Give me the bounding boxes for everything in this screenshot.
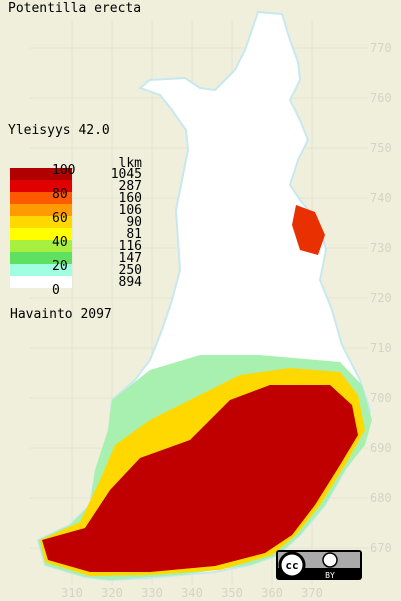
y-label: 690 bbox=[370, 441, 392, 455]
title: Potentilla erecta bbox=[8, 1, 141, 16]
legend-count: 894 bbox=[119, 275, 143, 290]
legend-swatch bbox=[10, 276, 72, 288]
legend-swatch bbox=[10, 228, 72, 240]
legend-scale-label: 60 bbox=[52, 211, 68, 226]
legend-swatch bbox=[10, 264, 72, 276]
legend-swatch bbox=[10, 180, 72, 192]
y-label: 730 bbox=[370, 241, 392, 255]
y-label: 720 bbox=[370, 291, 392, 305]
x-label: 330 bbox=[141, 586, 163, 600]
observations: Havainto 2097 bbox=[10, 307, 112, 322]
legend-count: 287 bbox=[119, 179, 142, 194]
cc-text: cc bbox=[285, 559, 298, 572]
legend-count: 250 bbox=[119, 263, 142, 278]
by-logo bbox=[322, 552, 338, 568]
legend-count: 116 bbox=[119, 239, 142, 254]
legend-swatch bbox=[10, 192, 72, 204]
y-label: 770 bbox=[370, 41, 392, 55]
grid: 770 760 750 740 730 720 710 700 690 680 670 310 320 3… bbox=[30, 20, 392, 600]
y-label: 760 bbox=[370, 91, 392, 105]
x-label: 360 bbox=[261, 586, 283, 600]
legend-scale-label: 20 bbox=[52, 259, 68, 274]
legend-swatch bbox=[10, 204, 72, 216]
legend-count: 106 bbox=[119, 203, 142, 218]
y-label: 700 bbox=[370, 391, 392, 405]
y-label: 680 bbox=[370, 491, 392, 505]
legend-count: 147 bbox=[119, 251, 142, 266]
x-label: 350 bbox=[221, 586, 243, 600]
legend-count-header: lkm bbox=[119, 156, 143, 171]
density-east bbox=[292, 205, 325, 255]
y-label: 670 bbox=[370, 541, 392, 555]
legend-count: 90 bbox=[126, 215, 142, 230]
frequency: Yleisyys 42.0 bbox=[8, 123, 110, 138]
y-label: 740 bbox=[370, 191, 392, 205]
x-label: 310 bbox=[61, 586, 83, 600]
legend-scale-label: 100 bbox=[52, 163, 75, 178]
legend-scale-label: 80 bbox=[52, 187, 68, 202]
y-label: 710 bbox=[370, 341, 392, 355]
legend-scale-label: 40 bbox=[52, 235, 68, 250]
legend-count: 81 bbox=[126, 227, 142, 242]
legend-swatch bbox=[10, 168, 72, 180]
cc-logo bbox=[278, 551, 306, 579]
legend-count: 160 bbox=[119, 191, 142, 206]
legend-swatch bbox=[10, 240, 72, 252]
x-label: 370 bbox=[301, 586, 323, 600]
legend-scale-label: 0 bbox=[52, 283, 60, 298]
x-label: 320 bbox=[101, 586, 123, 600]
x-label: 340 bbox=[181, 586, 203, 600]
legend-count: 1045 bbox=[111, 167, 142, 182]
by-text: BY bbox=[325, 571, 335, 580]
legend-swatch bbox=[10, 216, 72, 228]
y-label: 750 bbox=[370, 141, 392, 155]
legend-swatch bbox=[10, 252, 72, 264]
density-high bbox=[42, 385, 358, 572]
